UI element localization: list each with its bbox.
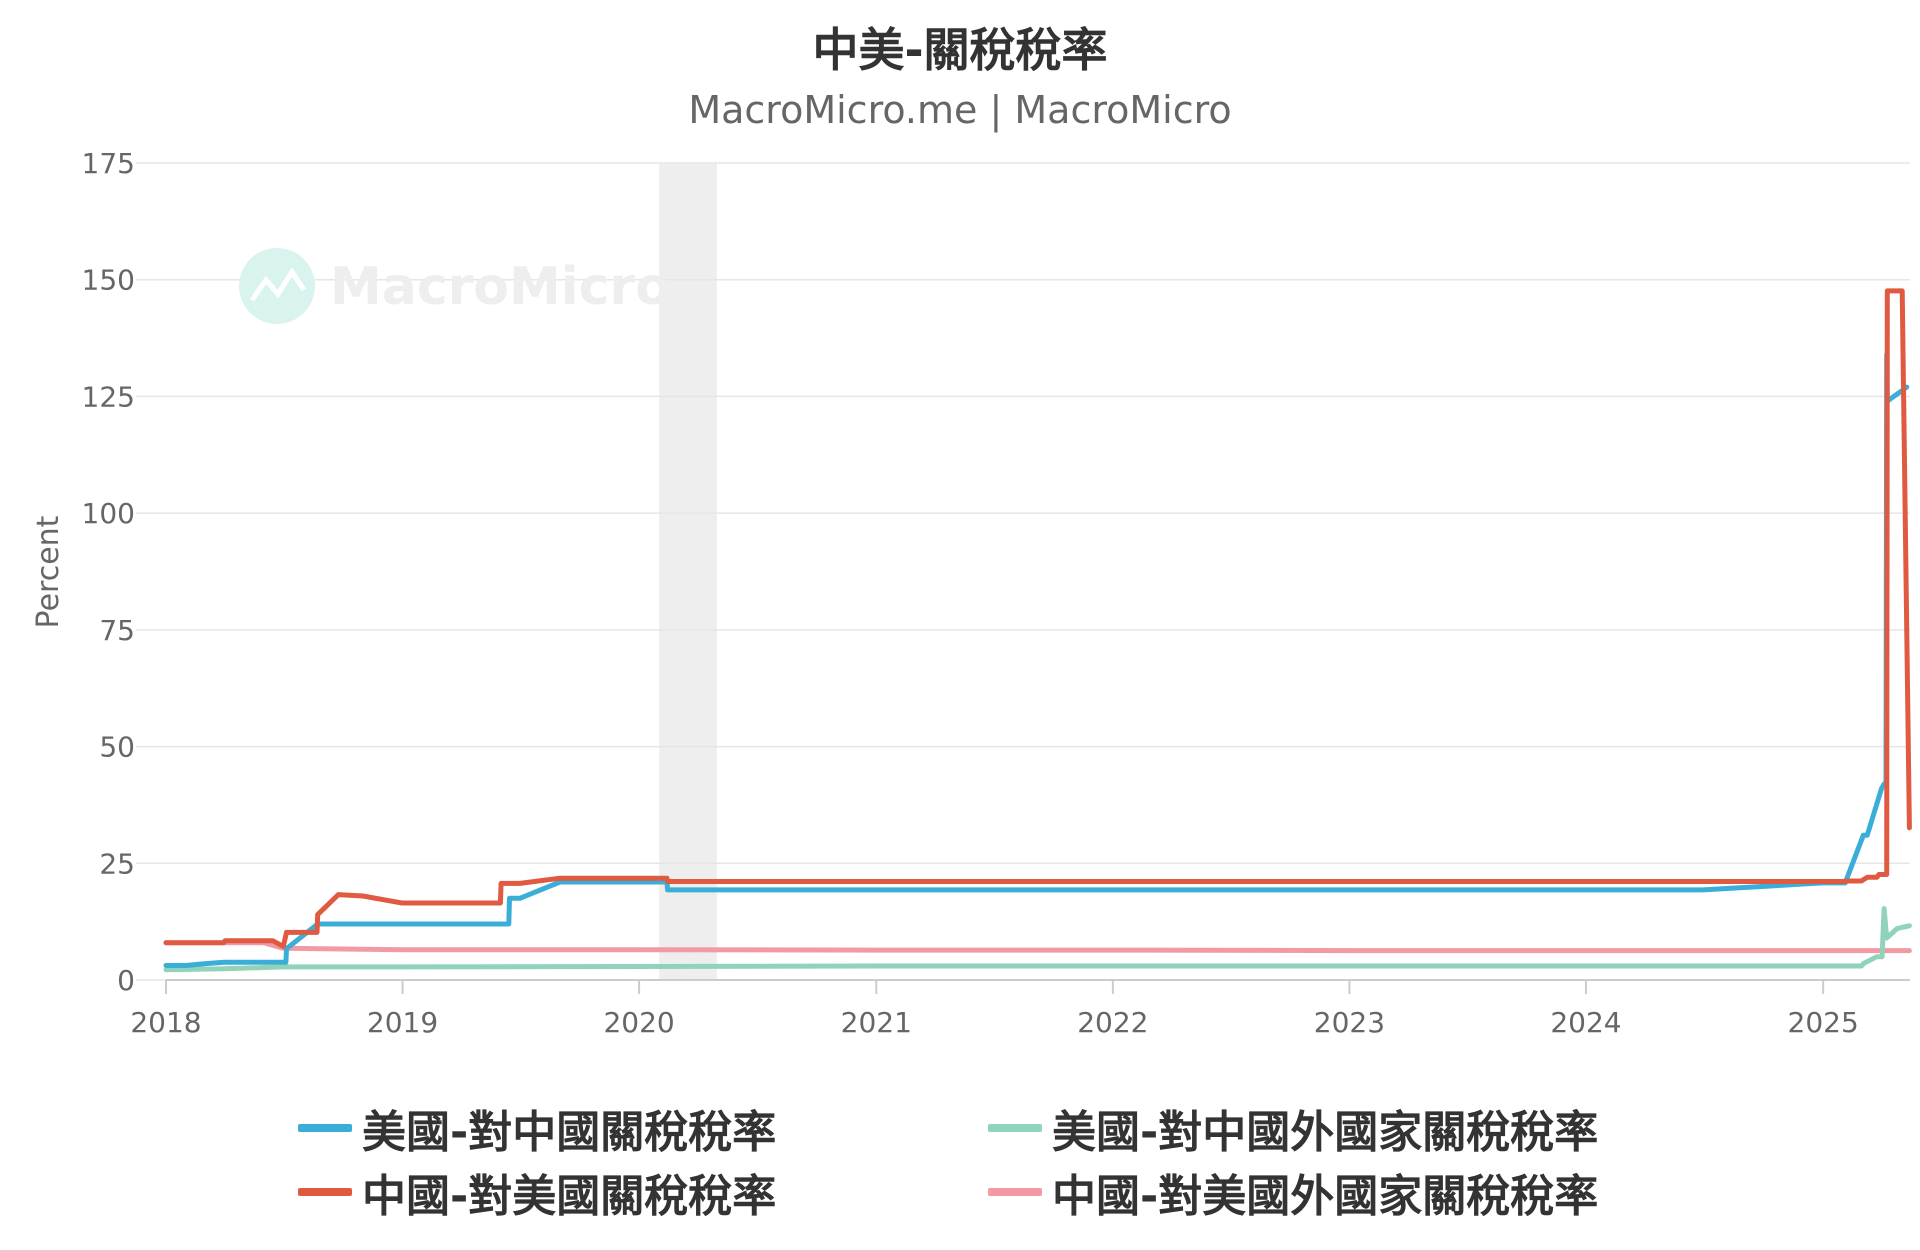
legend-item-china-on-others[interactable]: 中國-對美國外國家關稅稅率	[988, 1160, 1598, 1224]
x-tick-label: 2020	[603, 1006, 674, 1039]
x-tick-label: 2018	[130, 1006, 201, 1039]
y-axis-label: Percent	[31, 515, 66, 628]
series-line	[163, 940, 1912, 954]
y-tick-label: 175	[82, 147, 135, 180]
legend-swatch	[298, 1188, 352, 1196]
watermark-text: MacroMicro	[330, 257, 671, 317]
legend-swatch	[298, 1124, 352, 1132]
watermark-logo-mark	[249, 267, 307, 302]
x-tick-label: 2023	[1314, 1006, 1385, 1039]
x-tick-label: 2025	[1788, 1006, 1859, 1039]
legend-label: 中國-對美國關稅稅率	[362, 1171, 777, 1222]
y-tick-label: 50	[99, 731, 135, 764]
legend-label: 中國-對美國外國家關稅稅率	[1052, 1171, 1599, 1222]
legend: 美國-對中國關稅稅率 中國-對美國關稅稅率 美國-對中國外國家關稅稅率 中國-對…	[0, 1090, 1920, 1230]
y-tick-label: 25	[99, 847, 135, 880]
y-tick-label: 125	[82, 380, 135, 413]
legend-label: 美國-對中國關稅稅率	[362, 1107, 777, 1158]
x-tick-label: 2022	[1077, 1006, 1148, 1039]
y-tick-label: 100	[82, 497, 135, 530]
legend-swatch	[988, 1188, 1042, 1196]
y-tick-label: 0	[117, 964, 135, 997]
series-line	[163, 906, 1912, 973]
series-line	[163, 288, 1912, 949]
chart-subtitle: MacroMicro.me | MacroMicro	[688, 88, 1232, 132]
legend-label: 美國-對中國外國家關稅稅率	[1052, 1107, 1599, 1158]
y-tick-label: 75	[99, 614, 135, 647]
recession-shade	[659, 163, 717, 980]
legend-swatch	[988, 1124, 1042, 1132]
legend-item-china-on-us[interactable]: 中國-對美國關稅稅率	[298, 1160, 776, 1224]
x-tick-label: 2019	[367, 1006, 438, 1039]
x-tick-label: 2021	[841, 1006, 912, 1039]
x-tick-label: 2024	[1550, 1006, 1621, 1039]
legend-item-us-on-china[interactable]: 美國-對中國關稅稅率	[298, 1096, 776, 1160]
series-line	[163, 351, 1910, 968]
chart-area: MacroMicro 0 25 50 75 100 125 150 175 2018 2019 20…	[31, 147, 1912, 1039]
watermark-logo-icon	[239, 248, 315, 324]
chart-title: 中美-關稅稅率	[812, 23, 1108, 77]
y-tick-label: 150	[82, 264, 135, 297]
legend-item-us-on-others[interactable]: 美國-對中國外國家關稅稅率	[988, 1096, 1598, 1160]
